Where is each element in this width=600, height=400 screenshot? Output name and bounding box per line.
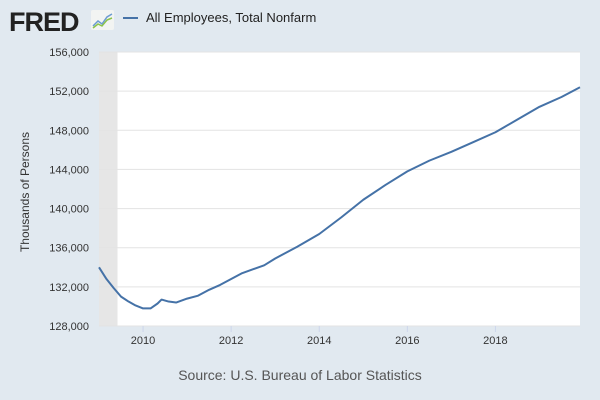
y-tick-label: 136,000: [49, 243, 89, 255]
source-note: Source: U.S. Bureau of Labor Statistics: [178, 367, 422, 383]
y-tick-label: 148,000: [49, 125, 89, 137]
x-tick-label: 2016: [395, 335, 419, 347]
x-tick-label: 2014: [307, 335, 331, 347]
y-axis-label: Thousands of Persons: [18, 131, 32, 253]
x-tick-label: 2018: [483, 335, 507, 347]
y-tick-label: 128,000: [49, 321, 89, 333]
fred-graph-icon: [91, 10, 114, 30]
recession-shading: [99, 52, 118, 326]
legend: All Employees, Total Nonfarm: [123, 10, 316, 25]
series-line: [98, 86, 581, 310]
y-tick-label: 140,000: [49, 204, 89, 216]
x-tick-label: 2012: [219, 335, 243, 347]
legend-label: All Employees, Total Nonfarm: [146, 10, 317, 25]
legend-swatch: [123, 16, 138, 19]
y-tick-label: 152,000: [49, 86, 89, 98]
y-tick-label: 144,000: [49, 164, 89, 176]
plot-area: [99, 52, 580, 326]
fred-logo[interactable]: FRED: [9, 7, 79, 37]
x-tick-label: 2010: [131, 335, 155, 347]
y-tick-label: 156,000: [49, 47, 89, 59]
y-tick-label: 132,000: [49, 282, 89, 294]
